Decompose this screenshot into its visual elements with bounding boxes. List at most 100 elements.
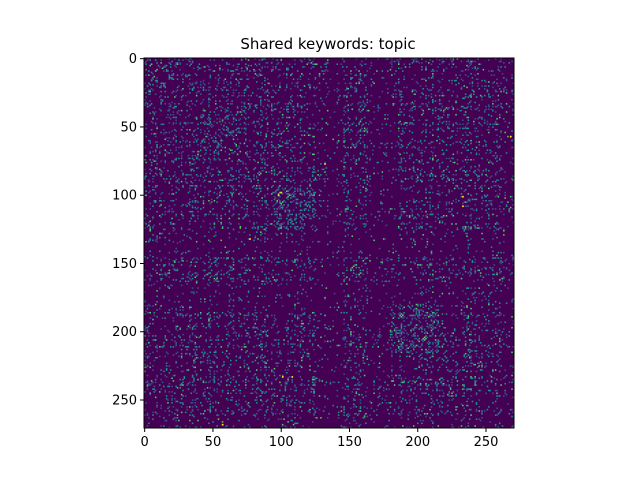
heatmap-cell: [235, 238, 237, 240]
heatmap-cell: [153, 113, 156, 116]
heatmap-cell: [253, 352, 255, 355]
heatmap-cell: [322, 168, 325, 171]
heatmap-cell: [246, 213, 248, 216]
heatmap-cell: [247, 301, 250, 303]
heatmap-cell: [270, 135, 273, 138]
heatmap-cell: [194, 399, 197, 401]
heatmap-cell: [306, 116, 308, 119]
heatmap-cell: [232, 325, 235, 328]
heatmap-cell: [156, 301, 158, 303]
heatmap-cell: [221, 227, 224, 229]
heatmap-cell: [287, 68, 289, 71]
heatmap-cell: [470, 60, 472, 63]
heatmap-cell: [260, 167, 262, 169]
heatmap-cell: [212, 402, 214, 404]
heatmap-cell: [160, 425, 162, 427]
heatmap-cell: [421, 179, 423, 182]
heatmap-cell: [301, 60, 303, 63]
heatmap-cell: [415, 90, 418, 93]
heatmap-cell: [412, 59, 415, 61]
heatmap-cell: [245, 384, 247, 386]
heatmap-cell: [486, 175, 489, 177]
heatmap-cell: [363, 74, 366, 76]
heatmap-cell: [169, 118, 172, 120]
heatmap-cell: [225, 115, 228, 117]
heatmap-cell: [165, 64, 168, 67]
heatmap-cell: [500, 131, 502, 134]
heatmap-cell: [190, 306, 192, 309]
heatmap-cell: [195, 261, 198, 263]
heatmap-cell: [197, 68, 199, 71]
heatmap-cell: [178, 103, 180, 105]
heatmap-cell: [265, 369, 268, 371]
heatmap-cell: [445, 175, 448, 177]
heatmap-cell: [501, 201, 504, 203]
heatmap-cell: [175, 341, 177, 344]
heatmap-cell: [260, 231, 262, 233]
heatmap-cell: [193, 348, 195, 351]
heatmap-cell: [261, 119, 263, 121]
heatmap-cell: [243, 176, 246, 179]
heatmap-cell: [313, 63, 315, 65]
heatmap-plot-area: [143, 57, 515, 429]
heatmap-cell: [265, 309, 268, 311]
heatmap-cell: [227, 333, 229, 336]
heatmap-cell: [172, 116, 175, 119]
heatmap-cell: [253, 414, 255, 416]
heatmap-cell: [236, 63, 239, 65]
heatmap-cell: [340, 182, 343, 184]
heatmap-cell: [184, 178, 187, 180]
heatmap-cell: [309, 183, 311, 186]
heatmap-cell: [160, 86, 162, 89]
heatmap-cell: [501, 107, 504, 109]
heatmap-cell: [455, 101, 457, 104]
heatmap-cell: [209, 258, 212, 261]
heatmap-cell: [314, 171, 317, 173]
heatmap-cell: [369, 199, 371, 202]
heatmap-cell: [172, 317, 175, 319]
heatmap-cell: [174, 412, 176, 415]
heatmap-cell: [392, 176, 395, 179]
heatmap-cell: [238, 159, 240, 161]
heatmap-cell: [301, 107, 303, 109]
heatmap-cell: [279, 352, 281, 355]
heatmap-cell: [288, 123, 291, 126]
heatmap-cell: [156, 347, 158, 349]
heatmap-cell: [316, 86, 318, 89]
heatmap-cell: [275, 232, 277, 235]
heatmap-cell: [307, 62, 310, 64]
heatmap-cell: [261, 225, 263, 228]
heatmap-cell: [182, 126, 184, 128]
heatmap-cell: [178, 109, 180, 112]
heatmap-cell: [432, 98, 434, 101]
heatmap-cell: [232, 264, 235, 266]
heatmap-cell: [492, 163, 494, 165]
heatmap-cell: [275, 146, 277, 149]
heatmap-cell: [232, 92, 235, 94]
heatmap-cell: [199, 426, 202, 429]
heatmap-cell: [219, 135, 221, 138]
heatmap-cell: [324, 70, 326, 72]
heatmap-cell: [199, 149, 202, 151]
heatmap-cell: [481, 79, 483, 82]
heatmap-cell: [261, 270, 263, 273]
heatmap-cell: [239, 78, 242, 80]
heatmap-cell: [445, 123, 448, 126]
heatmap-cell: [204, 275, 206, 277]
heatmap-cell: [265, 410, 268, 412]
heatmap-cell: [273, 129, 276, 131]
heatmap-cell: [189, 326, 191, 329]
heatmap-cell: [326, 62, 329, 64]
heatmap-cell: [321, 118, 324, 120]
heatmap-cell: [288, 219, 291, 221]
heatmap-cell: [292, 154, 295, 157]
heatmap-cell: [180, 365, 183, 367]
heatmap-cell: [266, 281, 269, 284]
heatmap-cell: [178, 419, 180, 422]
heatmap-cell: [209, 180, 212, 183]
heatmap-cell: [284, 389, 287, 392]
heatmap-cell: [478, 165, 481, 168]
heatmap-cell: [455, 179, 457, 182]
heatmap-cell: [337, 174, 340, 176]
heatmap-cell: [220, 123, 222, 126]
